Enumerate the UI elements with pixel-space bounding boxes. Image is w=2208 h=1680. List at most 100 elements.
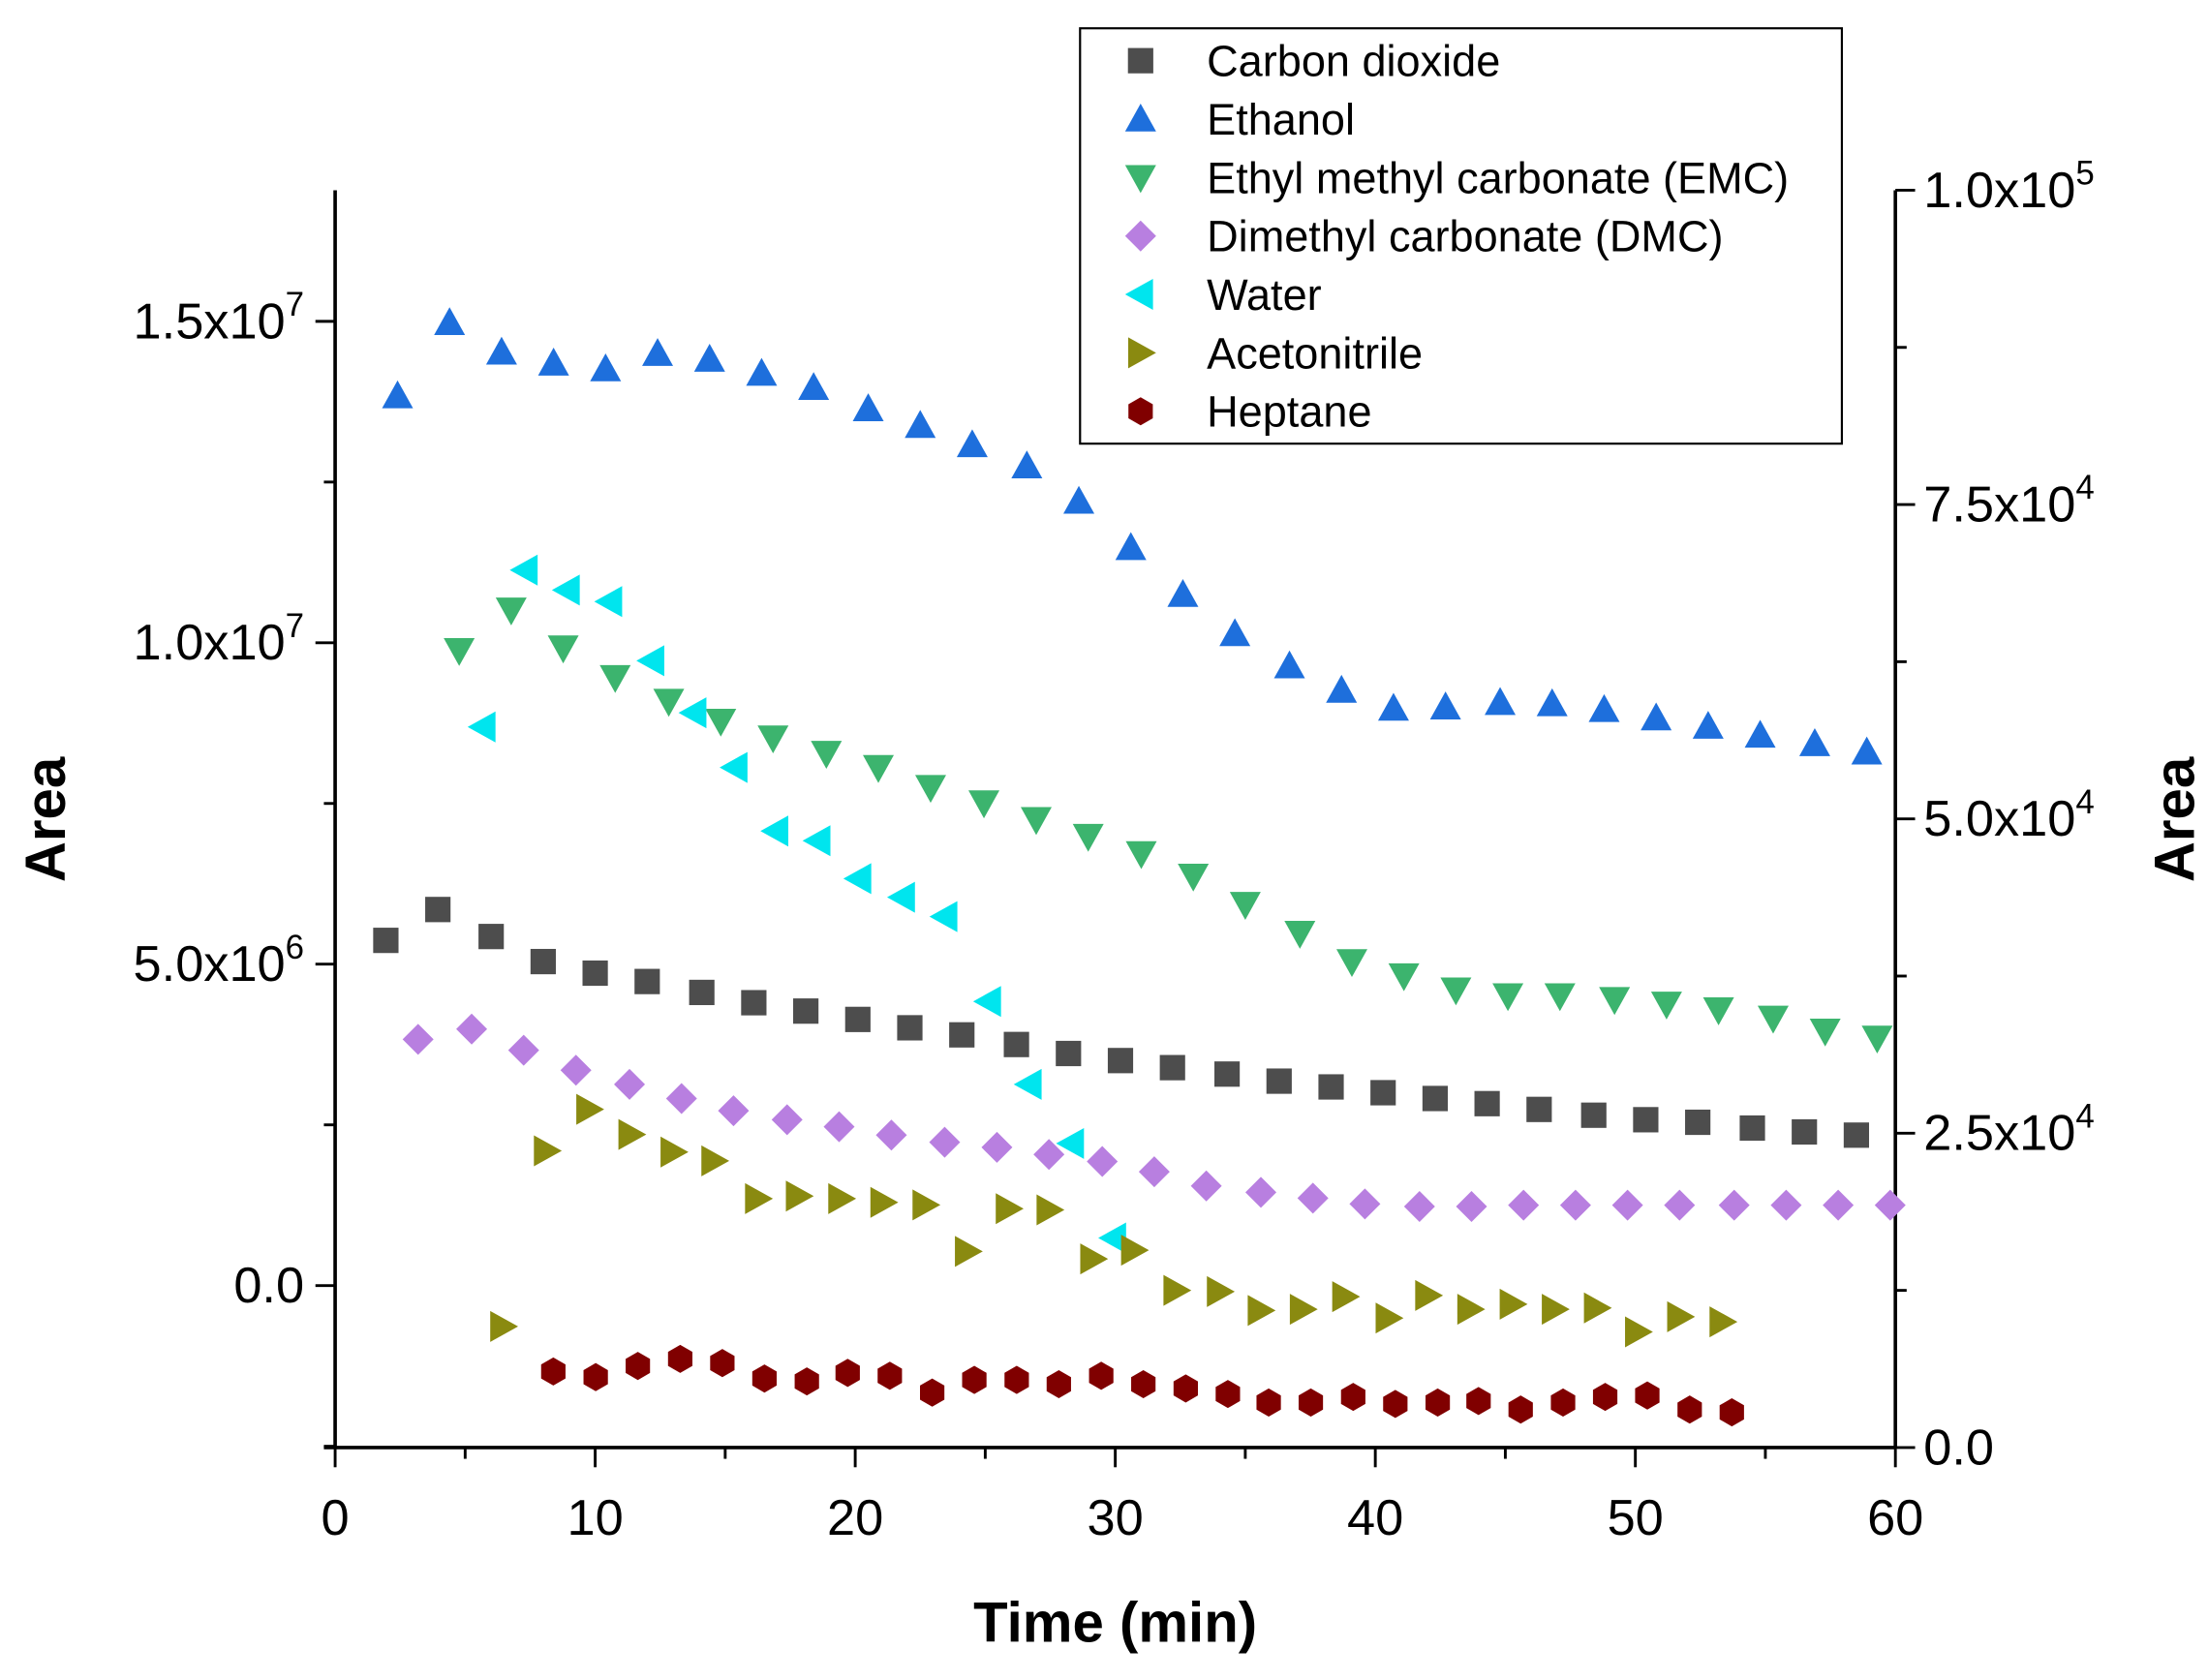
x-tick-label: 20 <box>827 1490 883 1546</box>
legend-label: Ethanol <box>1207 95 1355 144</box>
data-point <box>929 901 958 932</box>
data-point <box>996 1193 1024 1225</box>
data-point <box>599 664 631 693</box>
data-point <box>751 1364 777 1393</box>
data-point <box>1874 1189 1906 1221</box>
x-axis-title: Time (min) <box>973 1592 1257 1655</box>
data-point <box>1611 1189 1643 1221</box>
data-point <box>912 1189 941 1221</box>
data-point <box>1499 1288 1528 1320</box>
data-point <box>1677 1395 1702 1424</box>
data-point <box>485 336 517 365</box>
data-point <box>718 1095 750 1127</box>
legend: Carbon dioxide Ethanol Ethyl methyl carbon… <box>1079 27 1844 445</box>
y2-tick-label: 1.0x105 <box>1923 155 2095 219</box>
data-point <box>1332 1281 1361 1313</box>
data-point <box>1080 1243 1109 1275</box>
data-point <box>1375 1302 1404 1334</box>
y-axis-title: Area <box>15 756 77 882</box>
data-point <box>540 1357 566 1386</box>
data-point <box>1004 1365 1029 1394</box>
data-point <box>875 1119 907 1151</box>
data-point <box>1256 1388 1281 1417</box>
data-point <box>444 637 475 666</box>
data-point <box>509 554 538 586</box>
data-point <box>1403 1190 1435 1222</box>
data-point <box>1588 693 1620 722</box>
data-point <box>1318 1074 1344 1100</box>
data-point <box>634 968 660 994</box>
data-point <box>495 597 527 626</box>
y2-tick-label: 2.5x104 <box>1923 1097 2095 1161</box>
legend-marker <box>1128 397 1153 426</box>
data-point <box>962 1365 987 1394</box>
data-point <box>1298 1388 1324 1417</box>
data-point <box>382 380 414 409</box>
data-point <box>1592 1383 1618 1412</box>
data-point <box>594 586 623 618</box>
legend-marker <box>1124 220 1156 252</box>
data-point <box>877 1361 903 1390</box>
data-point <box>490 1310 518 1342</box>
data-point <box>956 429 988 458</box>
data-point <box>1415 1279 1444 1311</box>
data-point <box>1370 1080 1396 1106</box>
data-point <box>886 881 915 913</box>
data-point <box>402 1023 434 1055</box>
legend-marker <box>1127 47 1153 74</box>
data-point <box>1072 823 1104 852</box>
data-point <box>1492 983 1524 1012</box>
data-point <box>1641 702 1672 731</box>
data-point <box>1474 1090 1500 1116</box>
x-tick-label: 30 <box>1088 1490 1144 1546</box>
legend-box <box>1079 27 1844 445</box>
data-point <box>1861 1025 1893 1054</box>
data-point <box>653 688 685 718</box>
data-point <box>823 1111 855 1143</box>
data-point <box>1011 450 1043 479</box>
data-point <box>1770 1189 1802 1221</box>
data-point <box>710 1349 735 1378</box>
data-point <box>642 338 674 366</box>
data-point <box>972 986 1001 1018</box>
data-point <box>660 1136 689 1168</box>
data-point <box>689 979 715 1006</box>
data-point <box>1163 1274 1192 1306</box>
data-point <box>1508 1189 1540 1221</box>
data-point <box>1273 650 1305 679</box>
x-tick-label: 50 <box>1608 1490 1664 1546</box>
data-point <box>1702 997 1734 1025</box>
data-point <box>665 1083 697 1115</box>
y-tick-label: 5.0x106 <box>134 929 305 993</box>
series-ethanol <box>382 307 1883 765</box>
data-point <box>1456 1190 1487 1222</box>
data-point <box>1036 1194 1065 1226</box>
data-point <box>1247 1295 1276 1327</box>
data-point <box>1718 1189 1750 1221</box>
legend-label: Water <box>1207 270 1322 320</box>
data-point <box>1851 736 1883 765</box>
data-point <box>1214 1061 1241 1087</box>
data-point <box>835 1359 860 1388</box>
data-point <box>1422 1085 1448 1112</box>
data-point <box>905 410 936 439</box>
data-point <box>626 1352 651 1381</box>
data-point <box>793 998 819 1024</box>
legend-label: Dimethyl carbonate (DMC) <box>1207 212 1723 261</box>
data-point <box>1692 711 1724 739</box>
legend-marker <box>1124 165 1156 194</box>
data-point <box>863 754 895 783</box>
data-point <box>1599 987 1631 1016</box>
data-point <box>870 1186 899 1218</box>
data-point <box>1190 1170 1222 1202</box>
data-point <box>914 775 946 804</box>
legend-label: Acetonitrile <box>1207 328 1423 378</box>
data-point <box>802 825 831 857</box>
data-point <box>785 1180 814 1212</box>
data-point <box>425 897 451 923</box>
data-point <box>478 924 505 950</box>
data-point <box>1087 1145 1119 1177</box>
legend-label: Heptane <box>1207 387 1371 437</box>
data-point <box>1266 1068 1292 1094</box>
data-point <box>1107 1048 1134 1074</box>
